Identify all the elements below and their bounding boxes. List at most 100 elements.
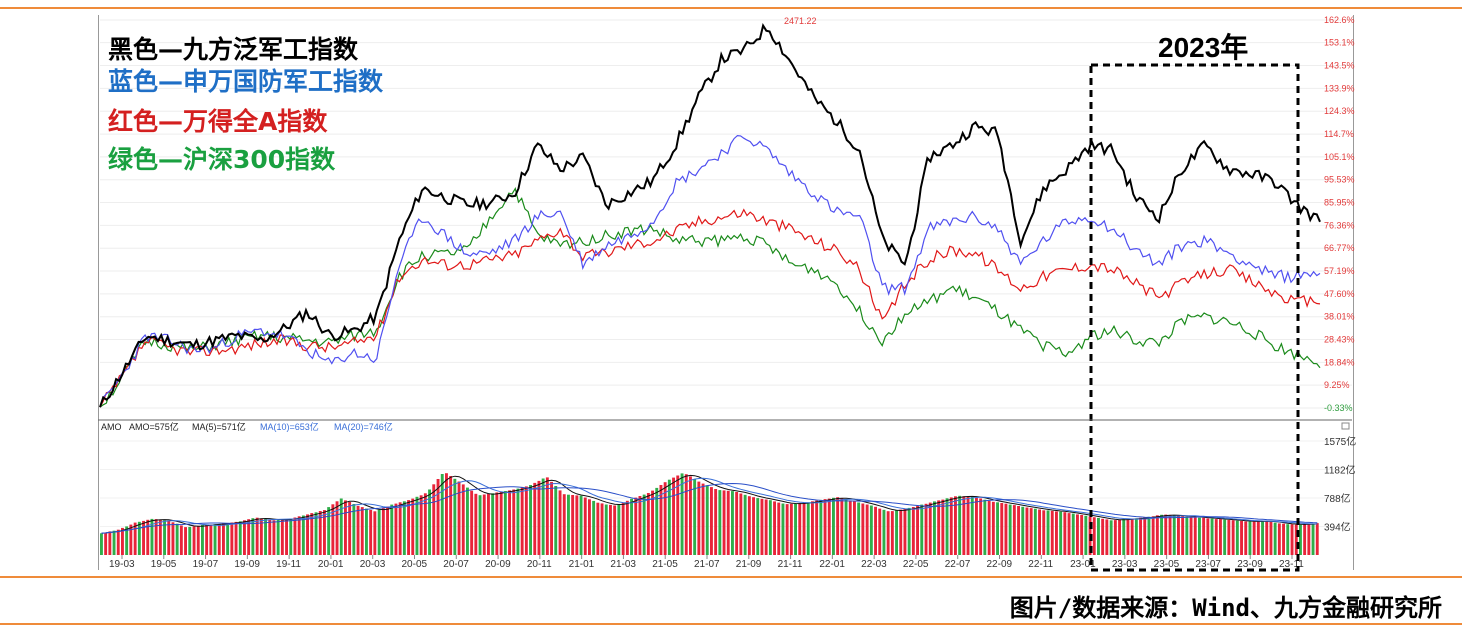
volume-bar [365,508,368,555]
volume-bar [1025,507,1029,555]
volume-bar [962,496,966,555]
volume-bar [1294,524,1298,555]
volume-bar [369,509,373,555]
volume-bar [806,502,810,555]
volume-bar [503,491,507,555]
volume-bar [1198,517,1201,555]
volume-bar [1164,514,1168,555]
volume-bar [1029,508,1033,555]
volume-bar [558,490,562,555]
volume-bar [1286,524,1290,555]
volume-bar [1134,518,1138,555]
volume-bar [726,490,730,555]
volume-bar [1189,516,1193,555]
x-tick-label: 22-03 [861,559,887,570]
volume-bar [882,509,886,555]
y-tick-label: 76.36% [1324,220,1355,230]
volume-bar [411,498,415,555]
volume-bar [705,485,709,555]
volume-bar [360,507,364,555]
volume-bar [785,504,789,555]
volume-bar [247,519,251,555]
volume-bar [663,482,667,555]
volume-bar [773,501,776,555]
volume-bar [621,502,625,555]
bottom-rule-lower [0,623,1462,625]
volume-bar [1265,521,1269,555]
volume-bar [386,506,389,555]
volume-bar [1017,506,1020,555]
x-tick-label: 20-11 [527,559,552,570]
x-tick-label: 21-01 [569,559,595,570]
volume-bar [415,496,419,555]
volume-bar [1097,517,1100,555]
volume-bar [1042,510,1046,555]
x-tick-label: 23-01 [1070,559,1096,570]
volume-bar [1067,513,1071,555]
volume-bar [1223,519,1227,555]
volume-bar [255,517,259,555]
volume-bar [794,503,797,555]
volume-bar [100,533,103,555]
volume-bar [714,489,718,555]
indicator-name: AMO [101,422,122,432]
volume-bar [352,504,356,555]
top-rule [0,7,1462,9]
volume-bar [512,489,516,555]
volume-bar [1012,505,1016,555]
volume-bar [903,508,907,555]
volume-bar [407,500,410,555]
volume-bar [289,518,293,555]
x-tick-label: 22-11 [1028,559,1053,570]
y-tick-label: 133.9% [1324,83,1355,93]
volume-bar [710,487,713,555]
volume-bar [398,502,402,555]
volume-bar [243,520,246,555]
y-tick-label: 57.19% [1324,266,1355,276]
chart-frame [98,15,1354,570]
volume-bar [478,495,482,555]
x-tick-label: 21-09 [736,559,762,570]
y-axis-ticks: 162.6% 153.1% 143.5% 133.9% 124.3% 114.7% 105.… [1324,15,1355,413]
volume-bar [781,503,785,555]
volume-bar [259,518,263,555]
volume-bar [516,488,520,555]
x-tick-label: 19-09 [234,559,260,570]
volume-bar [1160,514,1163,555]
volume-bar [899,509,903,555]
y-tick-label: 153.1% [1324,38,1355,48]
volume-bar [823,499,827,555]
volume-bar [436,479,440,555]
volume-bar [1092,517,1096,555]
y-tick-label: 85.95% [1324,198,1355,208]
volume-bar [167,520,171,555]
volume-bar [1227,520,1231,555]
volume-bar [811,501,814,555]
x-tick-label: 22-07 [945,559,971,570]
volume-bar [428,489,431,555]
volume-bar [1240,521,1243,555]
y-tick-label: 162.6% [1324,15,1355,25]
indicator-amo: AMO=575亿 [129,421,179,432]
volume-bar [1021,506,1025,555]
x-tick-label: 19-03 [109,559,135,570]
x-tick-label: 20-07 [443,559,469,570]
volume-bar [461,484,465,555]
volume-bar [470,490,474,555]
legend-black: 黑色—九方泛军工指数 [108,35,359,64]
volume-bar [815,500,819,555]
volume-bar [432,484,436,555]
volume-bar [184,527,187,555]
volume-bar [487,493,490,555]
volume-bar [272,520,276,555]
volume-bar [840,498,844,555]
volume-bar [1177,515,1180,555]
volume-bar [609,504,612,555]
volume-bar [188,526,192,555]
volume-bar [306,514,309,555]
source-note: 图片/数据来源：Wind、九方金融研究所 [1009,594,1442,622]
volume-bar [310,513,314,555]
volume-bar [550,481,553,555]
x-tick-label: 22-09 [987,559,1013,570]
volume-bar [672,477,675,555]
